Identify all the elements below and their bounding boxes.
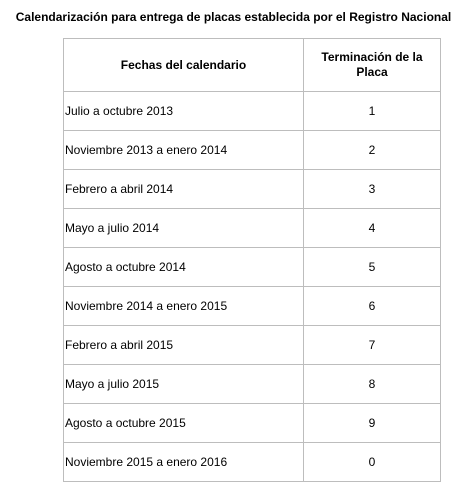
cell-dates: Febrero a abril 2015 <box>63 325 304 365</box>
table-row: Agosto a octubre 2014 5 <box>63 247 441 287</box>
cell-dates: Mayo a julio 2015 <box>63 364 304 404</box>
cell-plate-ending: 7 <box>303 325 441 365</box>
table-row: Noviembre 2015 a enero 2016 0 <box>63 442 441 482</box>
table-row: Mayo a julio 2014 4 <box>63 208 441 248</box>
table-row: Febrero a abril 2015 7 <box>63 325 441 365</box>
cell-plate-ending: 1 <box>303 91 441 131</box>
table-row: Mayo a julio 2015 8 <box>63 364 441 404</box>
cell-dates: Agosto a octubre 2014 <box>63 247 304 287</box>
cell-plate-ending: 0 <box>303 442 441 482</box>
header-calendar-dates: Fechas del calendario <box>63 38 304 92</box>
cell-plate-ending: 9 <box>303 403 441 443</box>
cell-plate-ending: 2 <box>303 130 441 170</box>
cell-plate-ending: 5 <box>303 247 441 287</box>
table-header-row: Fechas del calendario Terminación de la … <box>63 38 441 92</box>
cell-plate-ending: 3 <box>303 169 441 209</box>
cell-plate-ending: 4 <box>303 208 441 248</box>
cell-dates: Noviembre 2014 a enero 2015 <box>63 286 304 326</box>
table-row: Febrero a abril 2014 3 <box>63 169 441 209</box>
cell-dates: Febrero a abril 2014 <box>63 169 304 209</box>
plate-delivery-schedule-table: Fechas del calendario Terminación de la … <box>63 38 441 482</box>
table-row: Agosto a octubre 2015 9 <box>63 403 441 443</box>
cell-dates: Agosto a octubre 2015 <box>63 403 304 443</box>
cell-plate-ending: 6 <box>303 286 441 326</box>
cell-dates: Noviembre 2015 a enero 2016 <box>63 442 304 482</box>
cell-dates: Noviembre 2013 a enero 2014 <box>63 130 304 170</box>
document-title: Calendarización para entrega de placas e… <box>15 10 452 24</box>
table-row: Noviembre 2013 a enero 2014 2 <box>63 130 441 170</box>
table-row: Julio a octubre 2013 1 <box>63 91 441 131</box>
cell-plate-ending: 8 <box>303 364 441 404</box>
cell-dates: Mayo a julio 2014 <box>63 208 304 248</box>
header-plate-ending: Terminación de la Placa <box>303 38 441 92</box>
cell-dates: Julio a octubre 2013 <box>63 91 304 131</box>
table-row: Noviembre 2014 a enero 2015 6 <box>63 286 441 326</box>
